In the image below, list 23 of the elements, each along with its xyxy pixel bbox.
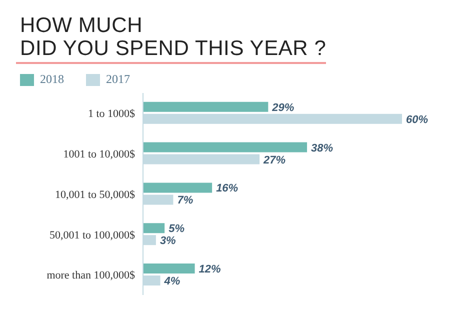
y-tick-label: 10,001 to 50,000$ — [54, 188, 136, 201]
data-label: 29% — [271, 102, 294, 114]
y-tick-label: 1 to 1000$ — [88, 108, 136, 120]
y-tick-label: 50,001 to 100,000$ — [49, 229, 136, 242]
data-label: 38% — [311, 142, 334, 154]
data-label: 3% — [160, 235, 176, 248]
data-label: 16% — [216, 182, 238, 195]
y-tick-label: 1001 to 10,000$ — [63, 148, 136, 161]
data-label: 12% — [198, 263, 222, 276]
data-label: 7% — [177, 194, 194, 207]
y-tick-label: more than 100,000$ — [46, 270, 136, 282]
data-label: 27% — [262, 154, 286, 166]
bar — [143, 142, 308, 152]
bar — [143, 263, 195, 274]
bar — [143, 223, 165, 234]
chart-title: HOW MUCH DID YOU SPEND THIS YEAR ? — [20, 14, 326, 60]
bar — [143, 182, 212, 193]
legend-label: 2018 — [40, 72, 64, 87]
legend-label: 2017 — [106, 72, 130, 87]
bar — [143, 102, 268, 112]
data-label: 4% — [163, 275, 180, 288]
data-label: 5% — [168, 223, 185, 236]
data-label: 60% — [406, 114, 428, 126]
